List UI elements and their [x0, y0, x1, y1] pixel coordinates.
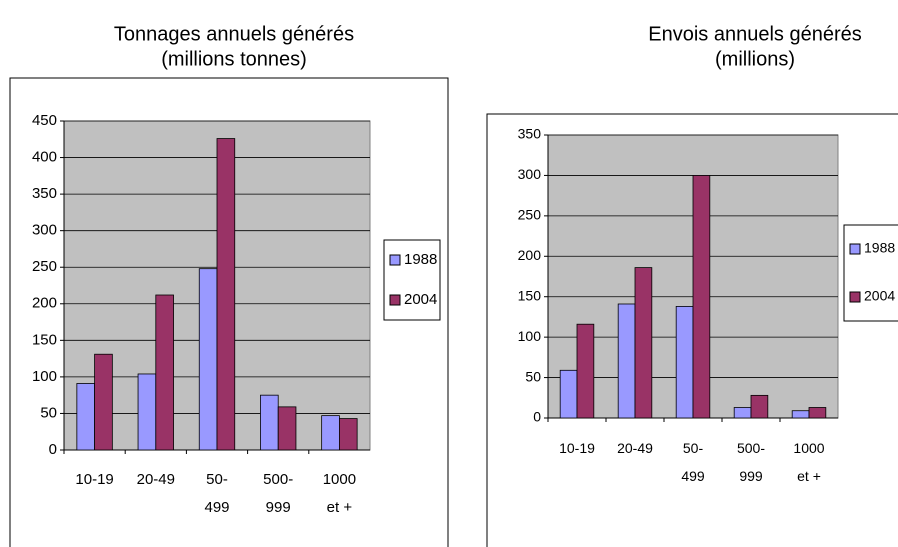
bar — [634, 267, 653, 419]
bar — [559, 369, 578, 419]
bar — [260, 394, 279, 451]
bar — [155, 294, 174, 451]
y-tick-label: 150 — [518, 287, 542, 303]
x-tick-label: 500-999 — [736, 440, 766, 484]
x-tick-label: 50-499 — [681, 440, 705, 484]
bar — [675, 306, 694, 419]
bar — [733, 407, 752, 419]
chart-title: Tonnages annuels générés — [114, 23, 354, 45]
legend-label: 2004 — [404, 291, 437, 308]
x-tick-label: 1000 et + — [793, 440, 825, 484]
x-tick-label: 10-19 — [559, 440, 595, 456]
y-tick-label: 100 — [32, 368, 57, 385]
bar — [137, 373, 157, 451]
y-tick-label: 100 — [518, 328, 542, 344]
bar — [808, 407, 827, 419]
bar — [277, 406, 297, 451]
y-tick-label: 0 — [49, 441, 57, 458]
x-tick-label: 50-499 — [204, 471, 230, 516]
y-tick-label: 0 — [533, 409, 541, 425]
y-tick-label: 250 — [518, 207, 542, 223]
bar — [617, 303, 636, 419]
x-tick-label: 10-19 — [75, 471, 114, 488]
x-tick-label: 1000 et + — [322, 471, 357, 516]
y-tick-label: 200 — [518, 247, 542, 263]
y-tick-label: 200 — [32, 295, 57, 312]
y-tick-label: 450 — [32, 112, 57, 129]
x-tick-label: 20-49 — [136, 471, 175, 488]
legend-swatch — [389, 294, 401, 306]
legend-box — [843, 224, 898, 322]
x-tick-label: 20-49 — [617, 440, 653, 456]
bar — [76, 383, 95, 451]
bar — [94, 353, 113, 451]
y-tick-label: 250 — [32, 258, 57, 275]
y-tick-label: 300 — [518, 166, 542, 182]
y-tick-label: 50 — [525, 368, 541, 384]
bar — [216, 138, 236, 451]
y-tick-label: 150 — [32, 331, 57, 348]
x-tick-label: 500-999 — [263, 471, 294, 516]
chart-frame — [9, 77, 449, 547]
bar — [321, 415, 340, 451]
legend-label: 1988 — [404, 251, 437, 268]
chart-title: Envois annuels générés — [648, 23, 861, 45]
chart-frame — [486, 113, 898, 547]
bar — [750, 394, 769, 419]
y-tick-label: 350 — [518, 126, 542, 142]
y-tick-label: 50 — [40, 404, 57, 421]
y-tick-label: 400 — [32, 149, 57, 166]
legend-swatch — [849, 291, 861, 303]
y-tick-label: 300 — [32, 222, 57, 239]
legend-swatch — [389, 254, 401, 266]
legend-box — [383, 239, 441, 321]
legend-label: 2004 — [864, 288, 895, 304]
bar — [692, 175, 711, 419]
chart-subtitle: (millions) — [715, 48, 795, 70]
y-tick-label: 350 — [32, 185, 57, 202]
legend-label: 1988 — [864, 240, 895, 256]
bar — [576, 323, 595, 419]
bar — [338, 418, 358, 451]
bar — [198, 268, 218, 451]
legend-swatch — [849, 243, 861, 255]
bar — [791, 410, 810, 419]
chart-subtitle: (millions tonnes) — [161, 48, 307, 70]
